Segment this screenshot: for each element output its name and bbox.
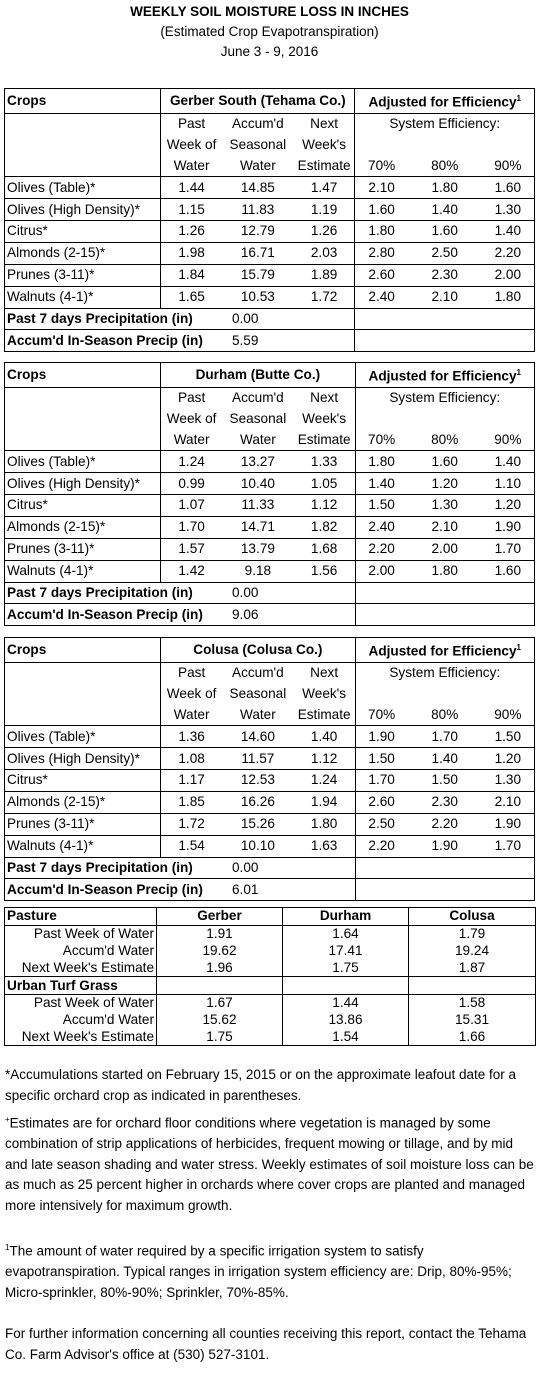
- crop-row: Olives (High Density)* 0.99 10.40 1.05 1.40 1…: [3, 472, 535, 495]
- location-header: Durham (Butte Co.): [160, 362, 356, 388]
- note-accumulations: *Accumulations started on February 15, 2…: [5, 1067, 517, 1103]
- report-subtitle: (Estimated Crop Evapotranspiration): [160, 24, 379, 39]
- location-column-header: Durham: [282, 907, 409, 926]
- adjusted-header: Adjusted for Efficiency1: [354, 88, 535, 114]
- system-efficiency-label: System Efficiency:: [355, 387, 535, 409]
- crop-table-2: Crops Colusa (Colusa Co.) Adjusted for Eff…: [3, 637, 535, 902]
- pasture-row: Next Week's Estimate 1.96 1.75 1.87: [4, 959, 536, 978]
- location-header: Colusa (Colusa Co.): [160, 637, 356, 663]
- pasture-heading: Pasture: [4, 907, 157, 926]
- crop-row: Walnuts (4-1)* 1.42 9.18 1.56 2.00 1.80 1.60: [3, 560, 535, 583]
- crop-row: Prunes (3-11)* 1.84 15.79 1.89 2.60 2.30 2.00: [3, 264, 535, 287]
- crop-row: Prunes (3-11)* 1.72 15.26 1.80 2.50 2.20 1.90: [3, 813, 535, 836]
- system-efficiency-label: System Efficiency:: [355, 662, 535, 684]
- crop-row: Walnuts (4-1)* 1.65 10.53 1.72 2.40 2.10 1.80: [3, 286, 535, 309]
- crop-row: Almonds (2-15)* 1.85 16.26 1.94 2.60 2.30 2.10: [3, 791, 535, 814]
- location-header: Gerber South (Tehama Co.): [160, 88, 356, 114]
- turf-row: Past Week of Water 1.67 1.44 1.58: [4, 994, 536, 1012]
- crop-row: Olives (High Density)* 1.08 11.57 1.12 1.50 1…: [3, 747, 535, 770]
- turf-header-row: Urban Turf Grass: [4, 976, 536, 995]
- note-orchard-floor: +Estimates are for orchard floor conditi…: [5, 1115, 534, 1213]
- turf-row: Next Week's Estimate 1.75 1.54 1.66: [4, 1028, 536, 1047]
- pasture-row: Accum'd Water 19.62 17.41 19.24: [4, 942, 536, 960]
- report-title: WEEKLY SOIL MOISTURE LOSS IN INCHES: [130, 4, 409, 19]
- crop-row: Citrus* 1.26 12.79 1.26 1.80 1.60 1.40: [3, 220, 535, 243]
- crop-row: Citrus* 1.17 12.53 1.24 1.70 1.50 1.30: [3, 769, 535, 792]
- crops-header: Crops: [3, 88, 162, 114]
- note-irrigation-efficiency: 1The amount of water required by a speci…: [5, 1243, 512, 1300]
- adjusted-header: Adjusted for Efficiency1: [355, 362, 535, 388]
- report-dates: June 3 - 9, 2016: [220, 44, 319, 59]
- crop-row: Olives (Table)* 1.36 14.60 1.40 1.90 1.70 1.50: [3, 725, 535, 749]
- crop-row: Olives (High Density)* 1.15 11.83 1.19 1.60 1…: [3, 198, 535, 221]
- crop-row: Almonds (2-15)* 1.98 16.71 2.03 2.80 2.50 2.20: [3, 242, 535, 265]
- crop-row: Olives (Table)* 1.24 13.27 1.33 1.80 1.60 1.40: [3, 450, 535, 474]
- pasture-header-row: Pasture Gerber Durham Colusa: [4, 907, 536, 926]
- precip-7day-row: Past 7 days Precipitation (in) 0.00: [3, 582, 535, 605]
- crop-row: Almonds (2-15)* 1.70 14.71 1.82 2.40 2.10 1.90: [3, 516, 535, 539]
- crops-header: Crops: [3, 637, 162, 663]
- precip-7day-row: Past 7 days Precipitation (in) 0.00: [3, 308, 535, 331]
- location-column-header: Colusa: [408, 907, 536, 926]
- crop-row: Prunes (3-11)* 1.57 13.79 1.68 2.20 2.00 1.70: [3, 538, 535, 561]
- crop-table-0: Crops Gerber South (Tehama Co.) Adjusted f…: [3, 88, 535, 353]
- location-column-header: Gerber: [156, 907, 283, 926]
- adjusted-header: Adjusted for Efficiency1: [355, 637, 535, 663]
- precip-season-row: Accum'd In-Season Precip (in) 6.01: [3, 878, 535, 902]
- system-efficiency-label: System Efficiency:: [354, 113, 535, 135]
- turf-heading: Urban Turf Grass: [4, 976, 157, 995]
- report-header: WEEKLY SOIL MOISTURE LOSS IN INCHES (Est…: [0, 0, 539, 62]
- precip-season-row: Accum'd In-Season Precip (in) 9.06: [3, 603, 535, 627]
- crop-row: Olives (Table)* 1.44 14.85 1.47 2.10 1.80 1.60: [3, 176, 535, 200]
- crops-header: Crops: [3, 362, 162, 388]
- crop-row: Walnuts (4-1)* 1.54 10.10 1.63 2.20 1.90 1.70: [3, 835, 535, 858]
- pasture-turf-table: Pasture Gerber Durham Colusa Past Week of Wa…: [4, 907, 536, 1047]
- crop-table-1: Crops Durham (Butte Co.) Adjusted for Effi…: [3, 362, 535, 627]
- crop-row: Citrus* 1.07 11.33 1.12 1.50 1.30 1.20: [3, 494, 535, 517]
- turf-row: Accum'd Water 15.62 13.86 15.31: [4, 1011, 536, 1029]
- precip-7day-row: Past 7 days Precipitation (in) 0.00: [3, 857, 535, 880]
- pasture-row: Past Week of Water 1.91 1.64 1.79: [4, 925, 536, 943]
- precip-season-row: Accum'd In-Season Precip (in) 5.59: [3, 329, 535, 353]
- note-contact: For further information concerning all c…: [5, 1326, 527, 1362]
